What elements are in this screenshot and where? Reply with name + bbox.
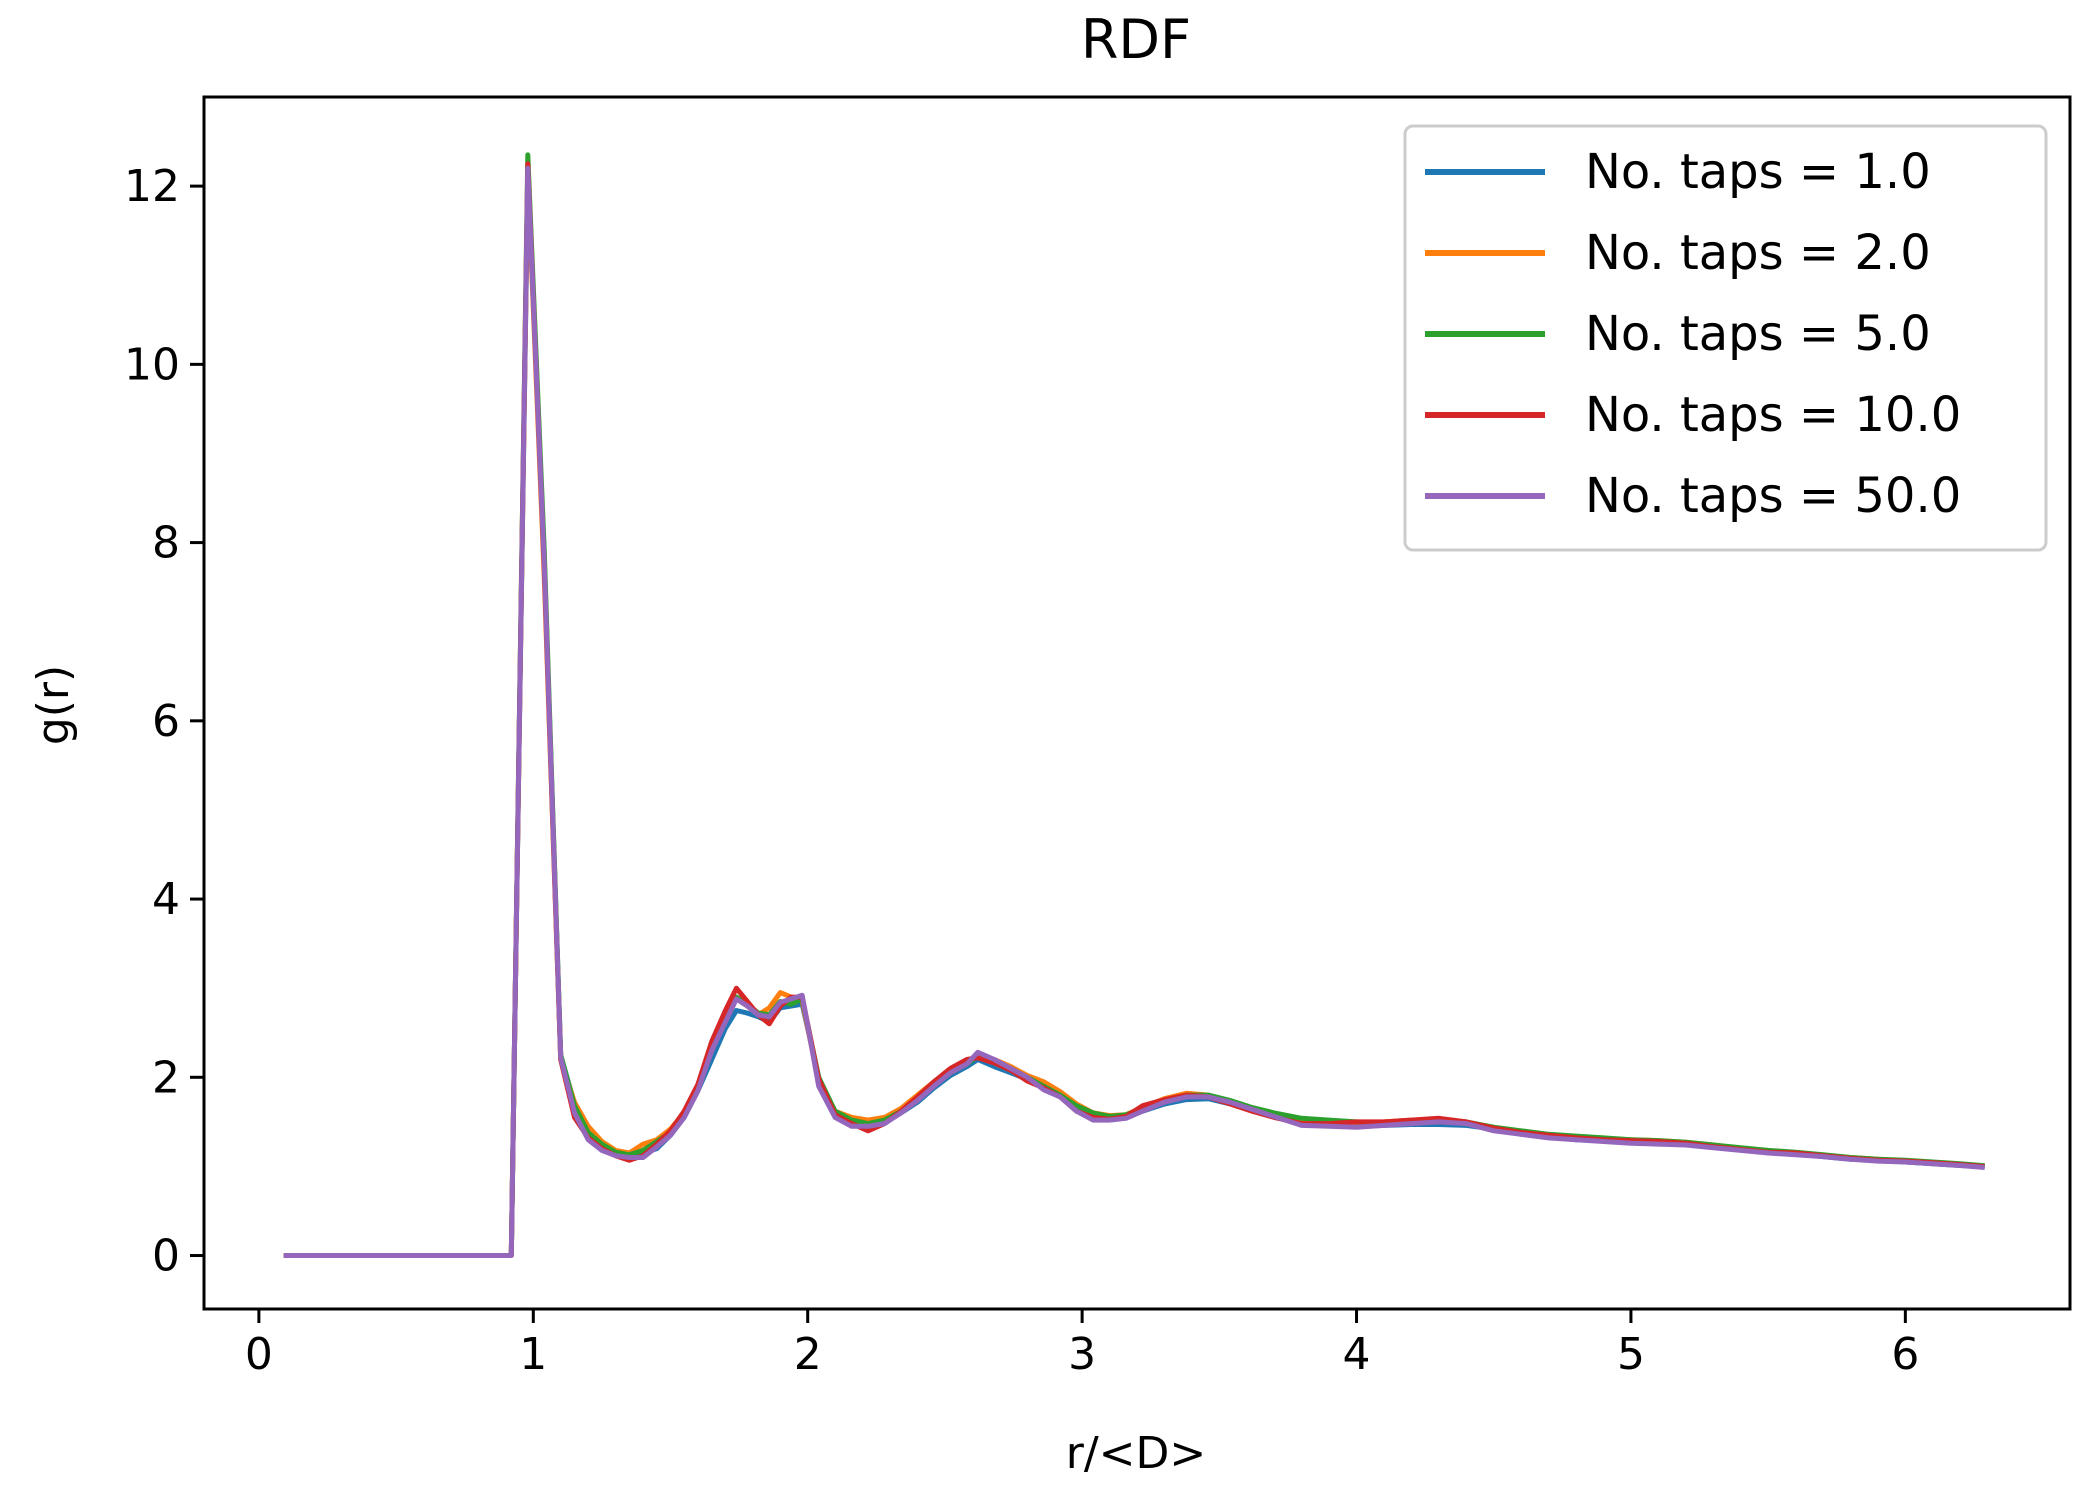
legend-box (1403, 124, 2048, 552)
x-tick-label: 4 (1343, 1329, 1371, 1380)
x-tick-label: 5 (1617, 1329, 1645, 1380)
legend-label-4: No. taps = 10.0 (1585, 387, 1961, 443)
x-tick-label: 0 (245, 1329, 273, 1380)
legend-label-2: No. taps = 2.0 (1585, 225, 1931, 281)
y-tick-label: 0 (152, 1231, 180, 1282)
legend-label-5: No. taps = 50.0 (1585, 468, 1961, 524)
x-tick-label: 3 (1068, 1329, 1096, 1380)
y-tick-label: 2 (152, 1052, 180, 1103)
series-lines (283, 152, 1985, 1258)
plot-frame (202, 95, 2072, 1311)
y-tick-label: 8 (152, 518, 180, 569)
y-axis-ticks: 0 2 4 6 8 10 12 (124, 161, 204, 1282)
y-tick-label: 6 (152, 696, 180, 747)
legend-label-3: No. taps = 5.0 (1585, 306, 1931, 362)
x-axis-ticks: 0 1 2 3 4 5 6 (245, 1309, 1919, 1380)
y-axis-label: g(r) (28, 665, 79, 745)
x-axis-label: r/<D> (1066, 1428, 1207, 1479)
legend-label-1: No. taps = 1.0 (1585, 144, 1931, 200)
y-tick-label: 12 (124, 161, 180, 212)
x-tick-label: 6 (1891, 1329, 1919, 1380)
x-tick-label: 1 (519, 1329, 547, 1380)
y-tick-label: 4 (152, 874, 180, 925)
legend-items: No. taps = 1.0 No. taps = 2.0 No. taps = 5… (1425, 144, 1961, 524)
series-line-5 (283, 165, 1985, 1258)
x-tick-label: 2 (794, 1329, 822, 1380)
y-tick-label: 10 (124, 339, 180, 390)
legend: No. taps = 1.0 No. taps = 2.0 No. taps = 5… (1403, 124, 2048, 552)
chart-title: RDF (1081, 8, 1191, 71)
